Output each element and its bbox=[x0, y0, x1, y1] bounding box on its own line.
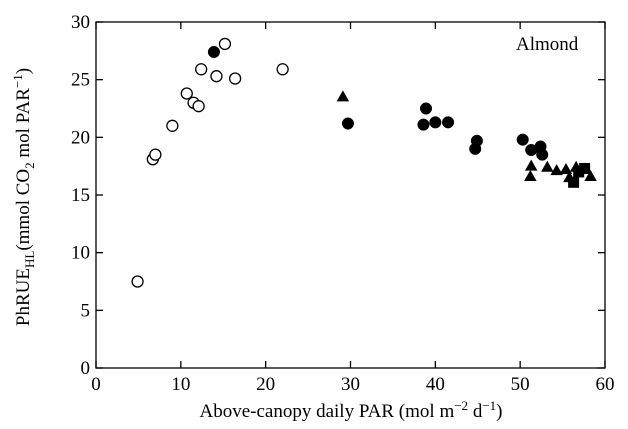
y-tick-label: 0 bbox=[81, 358, 91, 379]
y-tick-label: 20 bbox=[71, 127, 90, 148]
y-tick-label: 25 bbox=[71, 70, 90, 91]
data-points bbox=[131, 37, 597, 288]
y-label-sup: −1 bbox=[10, 74, 25, 88]
point-filled-circle bbox=[442, 116, 455, 129]
x-tick-label: 10 bbox=[171, 374, 190, 395]
point-filled-circle bbox=[516, 133, 529, 146]
x-tick-label: 60 bbox=[596, 374, 615, 395]
x-label-sup1: −2 bbox=[454, 398, 468, 413]
point-open-circle bbox=[195, 63, 208, 76]
y-label-sub: HL bbox=[22, 251, 37, 268]
annotation-almond: Almond bbox=[516, 34, 579, 55]
x-tick-label: 50 bbox=[511, 374, 530, 395]
axes bbox=[95, 21, 606, 369]
point-filled-triangle bbox=[524, 169, 537, 181]
x-label-sup2: −1 bbox=[482, 398, 496, 413]
point-filled-triangle bbox=[524, 159, 538, 171]
point-filled-triangle bbox=[559, 163, 573, 175]
point-open-circle bbox=[180, 87, 193, 100]
point-open-circle bbox=[218, 37, 232, 51]
point-open-circle bbox=[149, 148, 162, 161]
x-label-prefix: Above-canopy daily PAR (mol m bbox=[200, 401, 455, 422]
point-filled-triangle bbox=[541, 160, 554, 172]
point-filled-circle bbox=[429, 116, 442, 129]
point-filled-circle bbox=[417, 118, 430, 131]
x-tick-label: 0 bbox=[91, 374, 101, 395]
y-label-prefix: PhRUE bbox=[13, 268, 34, 326]
point-filled-triangle bbox=[584, 169, 597, 181]
point-filled-square bbox=[579, 162, 591, 174]
x-tick-label: 30 bbox=[341, 374, 360, 395]
y-tick-label: 15 bbox=[71, 185, 90, 206]
y-label-middle: (mmol CO bbox=[13, 169, 34, 251]
x-label-middle: d bbox=[468, 401, 483, 422]
x-label-suffix: ) bbox=[496, 401, 502, 422]
point-filled-circle bbox=[419, 102, 433, 115]
x-axis-label: Above-canopy daily PAR (mol m−2 d−1) bbox=[200, 398, 503, 422]
y-tick-label: 10 bbox=[71, 243, 90, 264]
y-tick-label: 5 bbox=[81, 300, 91, 321]
ticks: 0 10 20 30 40 50 60 0 5 10 15 20 25 30 bbox=[71, 12, 615, 395]
point-filled-circle bbox=[207, 45, 220, 59]
point-filled-square bbox=[568, 176, 580, 188]
y-label-sub2: 2 bbox=[22, 162, 37, 169]
point-filled-triangle bbox=[336, 90, 350, 102]
y-label-middle2: mol PAR bbox=[13, 88, 34, 163]
point-open-circle bbox=[276, 63, 289, 76]
point-filled-triangle bbox=[550, 164, 563, 176]
point-open-circle bbox=[210, 70, 223, 83]
point-filled-circle bbox=[536, 148, 549, 161]
y-axis-label: PhRUEHL(mmol CO2 mol PAR−1) bbox=[10, 68, 37, 326]
x-tick-label: 20 bbox=[256, 374, 275, 395]
point-filled-circle bbox=[470, 134, 483, 147]
point-filled-circle bbox=[341, 117, 355, 130]
y-label-suffix: ) bbox=[13, 68, 34, 74]
point-open-circle bbox=[228, 72, 242, 85]
point-filled-square bbox=[573, 166, 585, 178]
y-tick-label: 30 bbox=[71, 12, 90, 33]
point-open-circle bbox=[192, 100, 205, 113]
point-open-circle bbox=[166, 119, 179, 132]
x-tick-label: 40 bbox=[426, 374, 445, 395]
point-open-circle bbox=[131, 275, 144, 288]
plot-frame bbox=[95, 21, 606, 369]
